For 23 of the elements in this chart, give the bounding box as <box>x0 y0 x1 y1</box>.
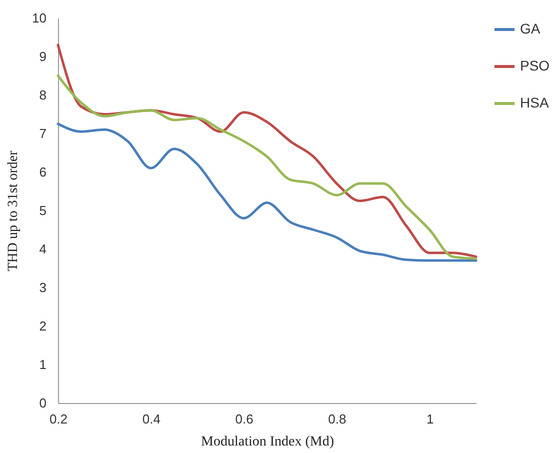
y-tick-label: 7 <box>39 126 46 141</box>
x-tick-label: 0.2 <box>49 412 68 426</box>
legend-label: GA <box>520 20 541 36</box>
y-tick-label: 9 <box>39 49 46 64</box>
y-tick-label: 5 <box>39 203 46 218</box>
y-tick-label: 4 <box>39 242 46 256</box>
y-tick-label: 6 <box>39 164 46 180</box>
x-tick-label: 1 <box>426 412 434 426</box>
x-tick-label: 0.6 <box>235 412 254 426</box>
legend-label: PSO <box>520 58 550 74</box>
line-series <box>56 74 478 260</box>
y-tick-label: 0 <box>39 396 46 410</box>
y-tick-label: 2 <box>39 318 46 334</box>
x-tick-label: 0.8 <box>328 412 346 426</box>
legend-label: HSA <box>520 94 550 110</box>
y-tick-label: 3 <box>39 280 46 295</box>
y-tick-label: 10 <box>32 10 46 26</box>
y-tick-label: 8 <box>39 88 46 102</box>
x-tick-label: 0.4 <box>142 412 160 426</box>
x-axis-title: Modulation Index (Md) <box>201 434 334 450</box>
y-tick-label: 1 <box>39 357 46 372</box>
y-axis-title: THD up to 31st order <box>6 150 22 272</box>
line-series <box>56 122 478 262</box>
